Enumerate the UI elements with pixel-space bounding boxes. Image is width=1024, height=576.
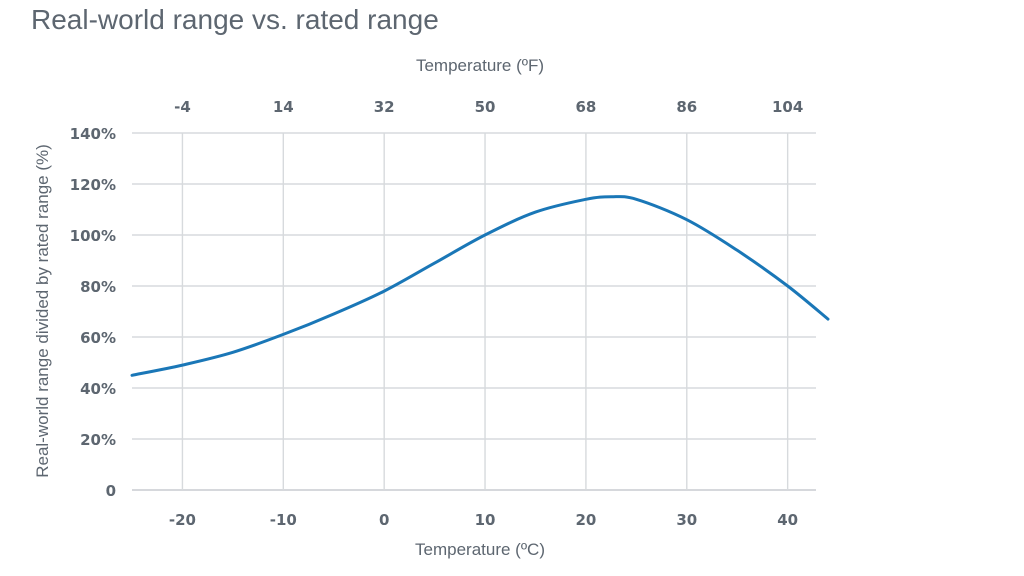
x-tick-labels: -20 -10 0 10 20 30 40 — [169, 511, 798, 529]
y-tick-label: 20% — [80, 431, 116, 449]
x-tick-label: 0 — [379, 511, 389, 529]
x2-tick-label: 104 — [772, 98, 803, 116]
x2-tick-label: 68 — [575, 98, 596, 116]
x-tick-label: -10 — [270, 511, 297, 529]
y-tick-label: 40% — [80, 380, 116, 398]
y-axis-title: Real-world range divided by rated range … — [33, 144, 52, 478]
x2-tick-label: -4 — [174, 98, 191, 116]
y-tick-label: 60% — [80, 329, 116, 347]
x2-tick-label: 14 — [273, 98, 294, 116]
x-tick-label: 20 — [575, 511, 596, 529]
grid-layer — [132, 132, 816, 491]
x-tick-label: 10 — [475, 511, 496, 529]
x-tick-label: 30 — [676, 511, 697, 529]
x2-tick-label: 86 — [676, 98, 697, 116]
x2-tick-label: 32 — [374, 98, 395, 116]
x2-tick-label: 50 — [475, 98, 496, 116]
y-tick-label: 80% — [80, 278, 116, 296]
y-tick-label: 100% — [70, 227, 116, 245]
y-tick-label: 120% — [70, 176, 116, 194]
chart-title: Real-world range vs. rated range — [31, 4, 439, 35]
x-tick-label: -20 — [169, 511, 196, 529]
x2-tick-labels: -4 14 32 50 68 86 104 — [174, 98, 803, 116]
series-line — [130, 195, 830, 377]
y-tick-label: 140% — [70, 125, 116, 143]
x-axis-title: Temperature (ºC) — [415, 540, 545, 559]
y-tick-label: 0 — [106, 482, 116, 500]
series-layer — [130, 195, 830, 377]
x-tick-label: 40 — [777, 511, 798, 529]
x2-axis-title: Temperature (ºF) — [416, 56, 544, 75]
y-tick-labels: 0 20% 40% 60% 80% 100% 120% 140% — [70, 125, 116, 500]
